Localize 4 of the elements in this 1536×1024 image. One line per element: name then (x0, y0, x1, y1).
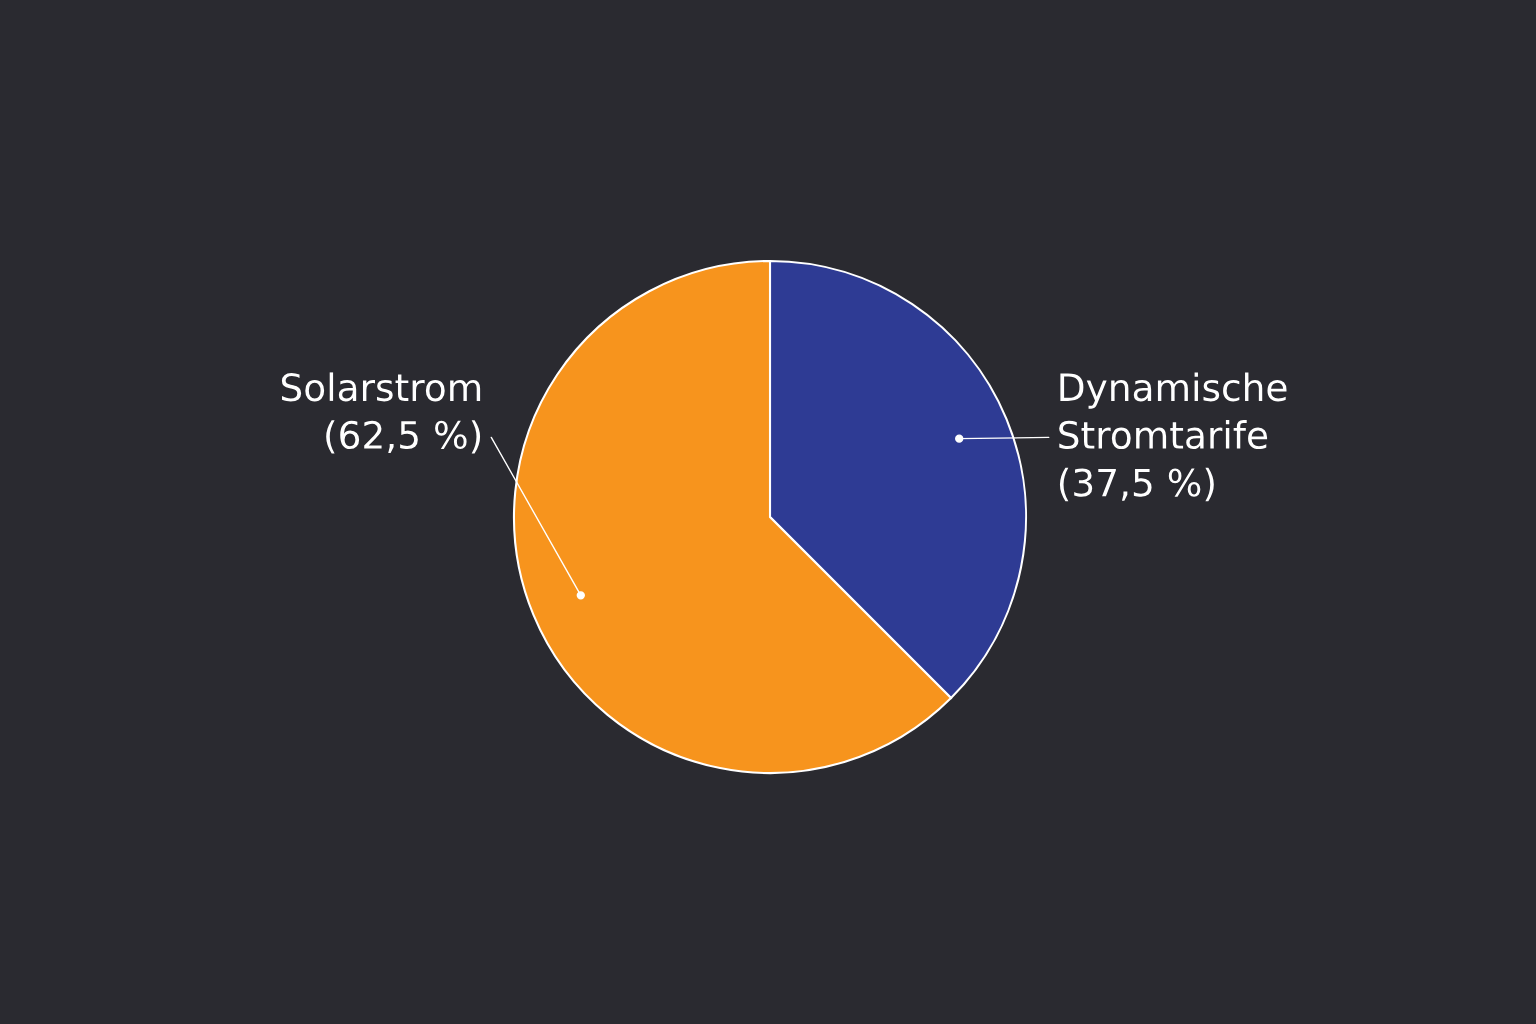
data-label: (62,5 %) (326, 420, 481, 454)
slice-label: Solarstrom (281, 372, 481, 402)
data-label: (37,5 %) (1059, 467, 1214, 502)
slice-label: Dynamische Stromtarife (1059, 372, 1287, 450)
